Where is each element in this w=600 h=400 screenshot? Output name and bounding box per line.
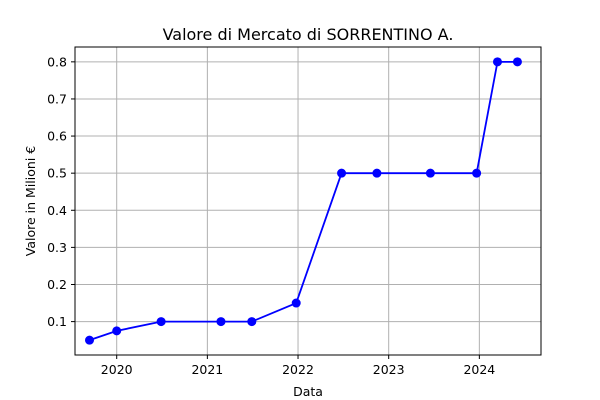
y-axis-label: Valore in Milioni € (23, 146, 38, 256)
data-point (85, 335, 95, 345)
y-tick-label: 0.2 (47, 277, 67, 292)
x-tick-label: 2021 (191, 362, 223, 377)
x-tick-label: 2024 (463, 362, 495, 377)
x-tick-label: 2022 (282, 362, 314, 377)
grid (75, 47, 541, 355)
y-tick-label: 0.3 (47, 240, 67, 255)
data-point (216, 317, 226, 327)
data-point (472, 168, 482, 178)
data-point (372, 168, 382, 178)
y-tick-label: 0.5 (47, 166, 67, 181)
y-tick-label: 0.8 (47, 54, 67, 69)
data-point (512, 57, 522, 67)
data-point (425, 168, 435, 178)
y-tick-label: 0.4 (47, 203, 67, 218)
data-point (291, 298, 301, 308)
data-point (112, 326, 122, 336)
x-tick-label: 2023 (373, 362, 405, 377)
data-point (247, 317, 257, 327)
x-axis-label: Data (293, 384, 323, 399)
plot-frame (74, 46, 542, 356)
series-layer (85, 57, 522, 345)
chart-title: Valore di Mercato di SORRENTINO A. (163, 25, 454, 44)
data-point (492, 57, 502, 67)
y-tick-label: 0.1 (47, 314, 67, 329)
x-tick-label: 2020 (101, 362, 133, 377)
y-tick-label: 0.6 (47, 129, 67, 144)
data-point (337, 168, 347, 178)
axis-ticks: 2020 2021 2022 2023 2024 0.1 0.2 0.3 0.4 0.5 0.6 0.… (47, 54, 495, 377)
data-point (156, 317, 166, 327)
y-tick-label: 0.7 (47, 91, 67, 106)
series-line (89, 60, 518, 342)
